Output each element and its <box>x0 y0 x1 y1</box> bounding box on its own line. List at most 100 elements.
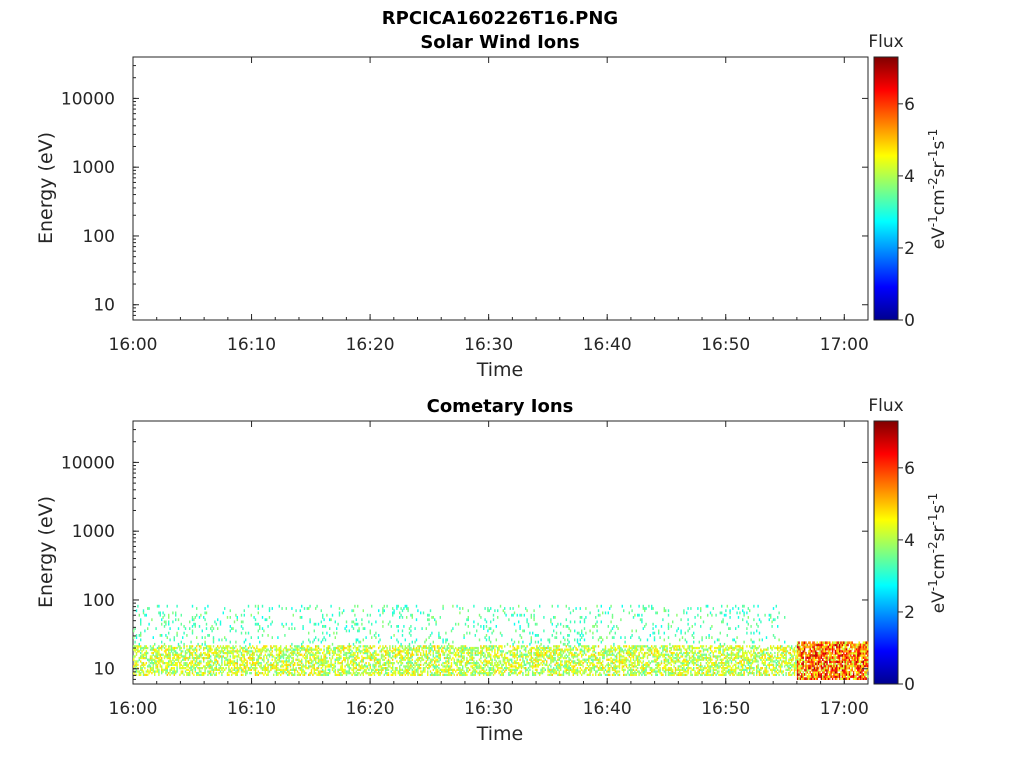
spectrogram-cell <box>323 645 325 648</box>
spectrogram-cell <box>386 646 388 650</box>
spectrogram-cell <box>217 653 219 656</box>
spectrogram-cell <box>497 650 499 653</box>
spectrogram-cell <box>579 648 581 651</box>
spectrogram-cell <box>754 651 756 655</box>
spectrogram-cell <box>656 670 658 673</box>
spectrogram-cell <box>655 667 657 670</box>
spectrogram-cell <box>534 658 537 661</box>
spectrogram-cell <box>337 658 339 661</box>
spectrogram-cell <box>513 651 516 655</box>
spectrogram-cell <box>569 668 572 671</box>
spectrogram-cell <box>281 665 283 668</box>
spectrogram-cell <box>560 668 562 671</box>
spectrogram-cell <box>756 660 758 663</box>
spectrogram-cell <box>614 646 616 650</box>
spectrogram-cell <box>725 660 727 663</box>
spectrogram-cell <box>354 656 356 660</box>
spectrogram-cell <box>165 665 167 668</box>
spectrogram-cell <box>695 658 698 661</box>
spectrogram-cell <box>569 662 572 665</box>
spectrogram-cell <box>264 653 266 656</box>
spectrogram-cell <box>133 645 135 648</box>
spectrogram-cell <box>425 665 427 668</box>
spectrogram-cell <box>274 667 276 670</box>
spectrogram-cell <box>501 672 503 675</box>
spectrogram-cell <box>474 651 476 655</box>
spectrogram-cell <box>732 672 734 675</box>
spectrogram-cell <box>226 645 229 648</box>
spectrogram-cell <box>764 648 766 651</box>
spectrogram-cell <box>294 673 296 676</box>
spectrogram-cell <box>182 650 184 653</box>
spectrogram-cell <box>165 648 167 651</box>
spectrogram-cell <box>165 667 167 670</box>
spectrogram-cell <box>477 653 479 656</box>
spectrogram-cell <box>663 670 665 673</box>
spectrogram-cell <box>520 670 523 673</box>
spectrogram-cell <box>567 663 569 666</box>
spectrogram-cell <box>138 658 140 661</box>
spectrogram-cell <box>186 672 188 675</box>
spectrogram-cell <box>509 668 511 671</box>
spectrogram-cell <box>249 653 251 656</box>
spectrogram-cell <box>317 645 320 648</box>
spectrogram-cell <box>401 673 404 676</box>
spectrogram-cell <box>338 658 341 661</box>
spectrogram-cell <box>718 667 720 670</box>
spectrogram-cell <box>303 672 306 675</box>
spectrogram-cell <box>730 655 733 658</box>
spectrogram-cell <box>334 662 336 665</box>
spectrogram-cell <box>387 668 390 671</box>
spectrogram-cell <box>691 658 693 661</box>
spectrogram-cell <box>550 670 552 673</box>
spectrogram-cell <box>658 651 660 655</box>
spectrogram-cell <box>386 662 388 665</box>
spectrogram-cell <box>278 650 280 653</box>
spectrogram-cell <box>196 645 198 648</box>
spectrogram-cell <box>303 670 306 673</box>
spectrogram-cell <box>134 645 136 648</box>
spectrogram-cell <box>173 670 175 673</box>
spectrogram-cell <box>425 660 427 663</box>
spectrogram-cell <box>653 650 656 653</box>
spectrogram-cell <box>364 670 366 673</box>
spectrogram-cell <box>599 672 601 675</box>
spectrogram-cell <box>240 651 243 655</box>
spectrogram-cell <box>540 646 542 650</box>
spectrogram-cell <box>670 660 672 663</box>
spectrogram-cell <box>569 651 572 655</box>
spectrogram-cell <box>191 618 194 622</box>
spectrogram-cell <box>757 670 759 673</box>
spectrogram-cell <box>599 660 601 663</box>
spectrogram-cell <box>215 650 217 653</box>
spectrogram-cell <box>775 665 777 668</box>
spectrogram-cell <box>743 658 745 661</box>
spectrogram-cell <box>438 653 440 656</box>
spectrogram-cell <box>530 660 532 663</box>
spectrogram-cell <box>476 660 478 663</box>
spectrogram-cell <box>548 673 551 676</box>
spectrogram-cell <box>284 646 286 650</box>
spectrogram-cell <box>653 670 656 673</box>
spectrogram-cell <box>639 660 642 663</box>
spectrogram-cell <box>316 673 318 676</box>
spectrogram-cell <box>273 665 275 668</box>
spectrogram-cell <box>156 668 159 671</box>
spectrogram-cell <box>722 673 724 676</box>
spectrogram-cell <box>436 670 439 673</box>
spectrogram-cell <box>516 650 518 653</box>
spectrogram-cell <box>771 660 773 663</box>
spectrogram-cell <box>193 658 195 661</box>
spectrogram-cell <box>466 646 468 650</box>
spectrogram-cell <box>179 645 181 648</box>
spectrogram-cell <box>212 651 215 655</box>
spectrogram-cell <box>543 650 545 653</box>
spectrogram-cell <box>232 646 234 650</box>
spectrogram-cell <box>263 655 265 658</box>
spectrogram-cell <box>558 656 560 660</box>
spectrogram-cell <box>361 667 363 670</box>
spectrogram-cell <box>273 645 275 648</box>
spectrogram-cell <box>375 651 377 655</box>
spectrogram-cell <box>215 672 217 675</box>
spectrogram-cell <box>739 645 741 648</box>
